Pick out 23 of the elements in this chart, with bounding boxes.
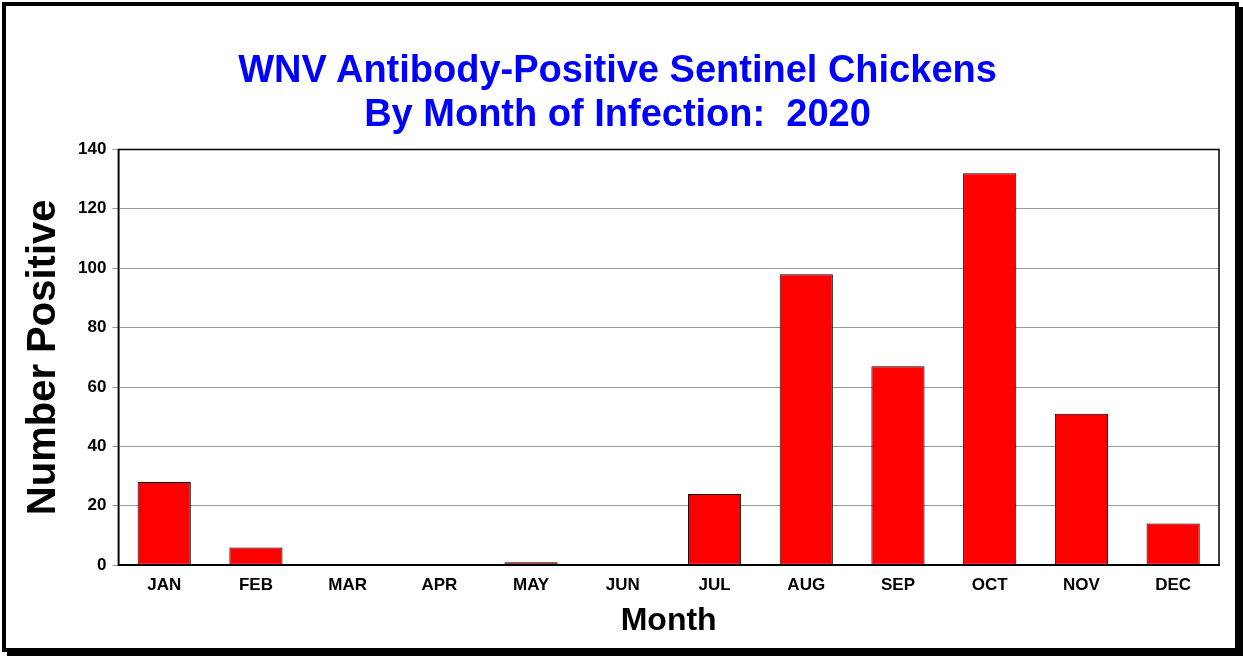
y-tick-label: 40 — [87, 436, 107, 456]
x-tick-label: DEC — [1155, 575, 1192, 595]
x-tick-label: JUN — [605, 575, 640, 595]
x-tick-label: NOV — [1063, 575, 1101, 595]
x-tick-label: MAY — [512, 575, 550, 595]
x-tick-label: OCT — [971, 575, 1009, 595]
x-tick-label: MAR — [328, 575, 368, 595]
chart-title: WNV Antibody-Positive Sentinel Chickens By Month of Infection: 2020 — [238, 48, 997, 135]
x-tick-label: SEP — [880, 575, 915, 595]
y-tick-label: 0 — [96, 554, 107, 574]
y-tick-label: 140 — [77, 139, 107, 159]
y-tick-label: 20 — [87, 495, 107, 515]
x-tick-label: APR — [421, 575, 458, 595]
y-tick-label: 60 — [87, 376, 107, 396]
x-tick-label: JUL — [698, 575, 731, 595]
x-tick-label: FEB — [238, 575, 273, 595]
y-tick-label: 80 — [87, 317, 107, 337]
x-tick-label: JAN — [147, 575, 182, 595]
y-axis-title: Number Positive — [19, 199, 64, 516]
y-tick-label: 100 — [77, 257, 107, 277]
x-tick-label: AUG — [787, 575, 826, 595]
x-axis-title: Month — [620, 600, 717, 637]
y-tick-label: 120 — [77, 198, 107, 218]
